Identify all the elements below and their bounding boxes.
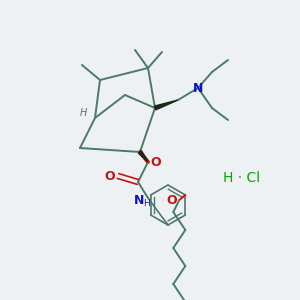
Text: H: H [144, 199, 150, 208]
Text: N: N [193, 82, 203, 94]
Text: H: H [79, 108, 87, 118]
Text: H · Cl: H · Cl [224, 171, 261, 185]
Polygon shape [154, 100, 178, 110]
Text: O: O [151, 157, 161, 169]
Text: O: O [166, 194, 177, 206]
Text: N: N [134, 194, 144, 206]
Polygon shape [138, 151, 148, 162]
Text: O: O [105, 170, 115, 184]
